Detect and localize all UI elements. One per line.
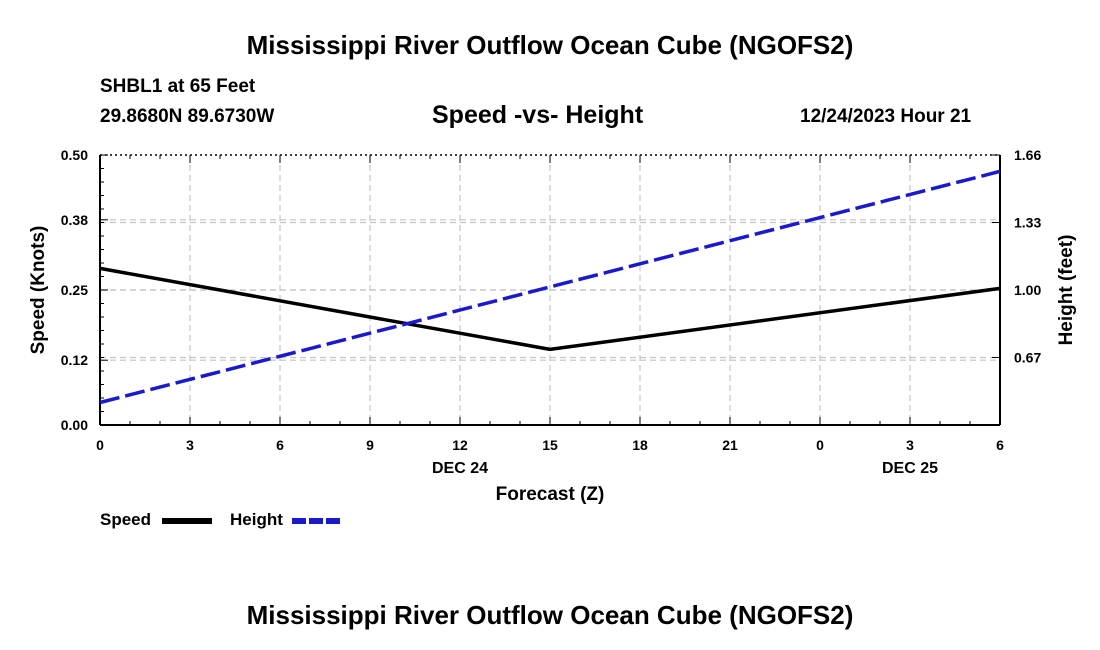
x-tick-label: 18 (632, 437, 648, 453)
y-tick-label: 0.00 (61, 417, 88, 433)
x-tick-label: 9 (366, 437, 374, 453)
x-tick-label: 3 (186, 437, 194, 453)
footer-title: Mississippi River Outflow Ocean Cube (NG… (246, 600, 854, 630)
legend-label-height: Height (230, 510, 283, 529)
chart-series (99, 169, 1001, 405)
y-tick-label: 0.38 (61, 212, 88, 228)
legend-swatch-height (292, 518, 342, 524)
x-date-label: DEC 25 (882, 460, 938, 477)
x-tick-label: 0 (96, 437, 104, 453)
x-tick-label: 6 (276, 437, 284, 453)
x-date-label: DEC 24 (432, 460, 488, 477)
coordinates-label: 29.8680N 89.6730W (100, 106, 275, 127)
chart-title: Mississippi River Outflow Ocean Cube (NG… (246, 30, 854, 60)
x-axis-title: Forecast (Z) (496, 484, 605, 505)
y2-axis-title: Height (feet) (1056, 235, 1077, 346)
y2-tick-label: 1.00 (1014, 282, 1041, 298)
y2-tick-label: 1.33 (1014, 215, 1041, 231)
chart-labels: 0 3 6 9 12 15 18 21 0 3 6 0.00 0.12 0.25 0.38 0.50 0.67 1… (28, 147, 1077, 505)
y-tick-label: 0.25 (61, 282, 88, 298)
x-tick-label: 3 (906, 437, 914, 453)
legend-label-speed: Speed (100, 510, 152, 529)
x-tick-label: 6 (996, 437, 1004, 453)
x-tick-label: 0 (816, 437, 824, 453)
forecast-datetime: 12/24/2023 Hour 21 (800, 106, 972, 127)
legend-swatch-speed (162, 518, 212, 524)
y2-tick-label: 1.66 (1014, 147, 1041, 163)
x-tick-label: 21 (722, 437, 738, 453)
y2-tick-label: 0.67 (1014, 350, 1041, 366)
y-tick-label: 0.12 (61, 352, 88, 368)
chart-subtitle: Speed -vs- Height (432, 101, 644, 129)
x-tick-label: 12 (452, 437, 468, 453)
x-tick-label: 15 (542, 437, 558, 453)
series-line-speed (99, 266, 1001, 352)
chart-grid (100, 155, 1000, 425)
y-axis-title: Speed (Knots) (28, 226, 49, 355)
y-tick-label: 0.50 (61, 147, 88, 163)
station-label: SHBL1 at 65 Feet (100, 76, 256, 97)
